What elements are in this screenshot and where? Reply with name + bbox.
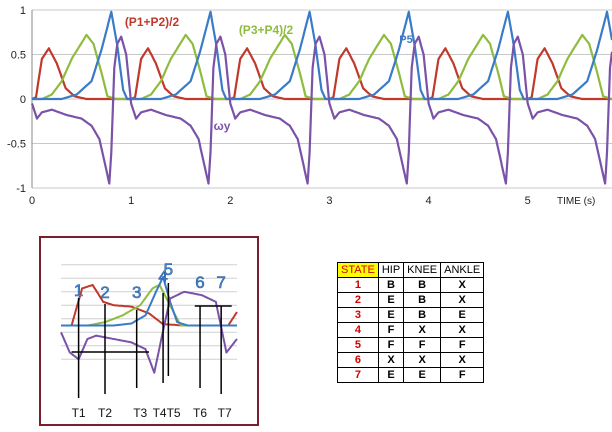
state-number-cell: 5: [337, 337, 379, 353]
y-tick-label: 1: [20, 5, 26, 17]
table-cell: X: [440, 277, 485, 293]
column-header-hip: HIP: [377, 262, 405, 278]
inset-x-tick-label: T1: [72, 406, 86, 420]
table-cell: B: [403, 307, 442, 323]
series-line-2: [31, 10, 612, 101]
column-header-state: STATE: [337, 262, 379, 278]
series-label: P5: [399, 34, 412, 46]
inset-x-tick-label: T2: [98, 406, 112, 420]
x-tick-label: 0: [29, 195, 35, 207]
table-cell: B: [403, 292, 442, 308]
table-cell: E: [377, 367, 405, 383]
table-cell: X: [377, 352, 405, 368]
table-cell: F: [377, 337, 405, 353]
y-tick-label: -1: [16, 183, 26, 195]
state-marker-label: 3: [132, 283, 141, 302]
state-number-cell: 3: [337, 307, 379, 323]
table-cell: B: [403, 277, 442, 293]
y-tick-label: 0.5: [11, 50, 26, 62]
table-cell: E: [377, 307, 405, 323]
x-tick-label: 3: [326, 195, 332, 207]
state-marker-label: 7: [216, 273, 225, 292]
table-cell: B: [377, 277, 405, 293]
inset-panel: 1 2 3 4 5 6 7 T1 T2 T3 T4T5 T6 T7: [39, 236, 259, 426]
state-number-cell: 2: [337, 292, 379, 308]
series-line-3: [30, 35, 612, 185]
table-cell: X: [440, 292, 485, 308]
x-tick-label: 2: [227, 195, 233, 207]
inset-series-line-2: [61, 275, 237, 327]
table-cell: X: [403, 322, 442, 338]
series-label: (P1+P2)/2: [125, 15, 180, 29]
state-number-cell: 1: [337, 277, 379, 293]
column-header-ankle: ANKLE: [440, 262, 485, 278]
y-tick-label: -0.5: [7, 139, 26, 151]
inset-x-tick-label: T4T5: [153, 406, 181, 420]
state-marker-label: 6: [195, 273, 204, 292]
state-number-cell: 4: [337, 322, 379, 338]
x-tick-label: 4: [426, 195, 432, 207]
table-cell: F: [377, 322, 405, 338]
table-cell: X: [440, 322, 485, 338]
inset-x-tick-label: T6: [193, 406, 207, 420]
main-chart: 10.50-0.5-10 1 2 3 4 5 TIME (s)(P1+P2)/2(P3+P4…: [7, 5, 612, 207]
column-header-knee: KNEE: [403, 262, 442, 278]
state-number-cell: 6: [337, 352, 379, 368]
state-marker-label: 1: [74, 281, 83, 300]
x-tick-label: 5: [525, 195, 531, 207]
table-cell: X: [440, 352, 485, 368]
x-tick-label: 1: [128, 195, 134, 207]
x-axis-label: TIME (s): [557, 196, 595, 207]
inset-x-tick-label: T3: [133, 406, 147, 420]
series-label: (P3+P4)/2: [239, 23, 294, 37]
inset-chart: 1 2 345 6 7 T1 T2 T3 T4T5 T6 T7: [60, 260, 238, 420]
series-label: ωy: [214, 119, 231, 133]
state-number-cell: 7: [337, 367, 379, 383]
table-cell: X: [403, 352, 442, 368]
table-cell: E: [403, 367, 442, 383]
table-cell: E: [440, 307, 485, 323]
table-cell: F: [403, 337, 442, 353]
table-cell: E: [377, 292, 405, 308]
state-marker-label: 5: [164, 260, 173, 279]
state-marker-label: 2: [100, 283, 109, 302]
state-marker-label: 4: [158, 267, 167, 286]
table-cell: F: [440, 337, 485, 353]
y-tick-label: 0: [20, 94, 26, 106]
table-cell: F: [440, 367, 485, 383]
inset-series-line-3: [60, 290, 238, 374]
state-table-header: STATE HIP KNEE ANKLE: [337, 262, 485, 278]
inset-x-tick-label: T7: [218, 406, 232, 420]
